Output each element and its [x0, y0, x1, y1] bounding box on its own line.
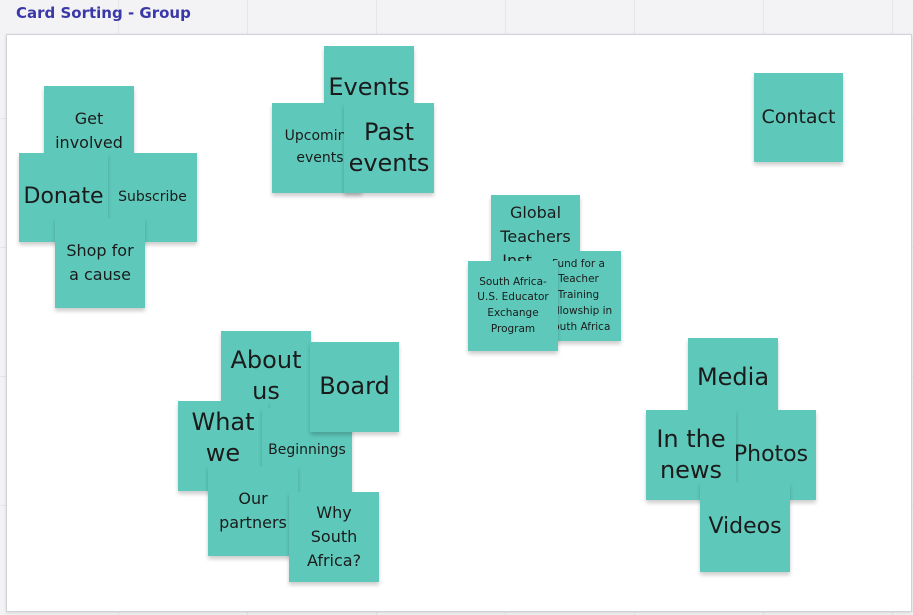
sticky-note-shop-for-a-cause[interactable]: Shop for a cause [55, 218, 145, 308]
sticky-note-videos[interactable]: Videos [700, 482, 790, 572]
sticky-note-south-africa-exchange[interactable]: South Africa-U.S. Educator Exchange Prog… [468, 261, 558, 351]
frame-title: Card Sorting - Group [16, 4, 191, 22]
sticky-note-why-south-africa[interactable]: Why South Africa? [289, 492, 379, 582]
sticky-note-board[interactable]: Board [310, 342, 399, 432]
sticky-note-our-partners[interactable]: Our partners [208, 466, 298, 556]
sticky-note-past-events[interactable]: Past events [344, 103, 434, 193]
sticky-note-contact[interactable]: Contact [754, 73, 843, 162]
